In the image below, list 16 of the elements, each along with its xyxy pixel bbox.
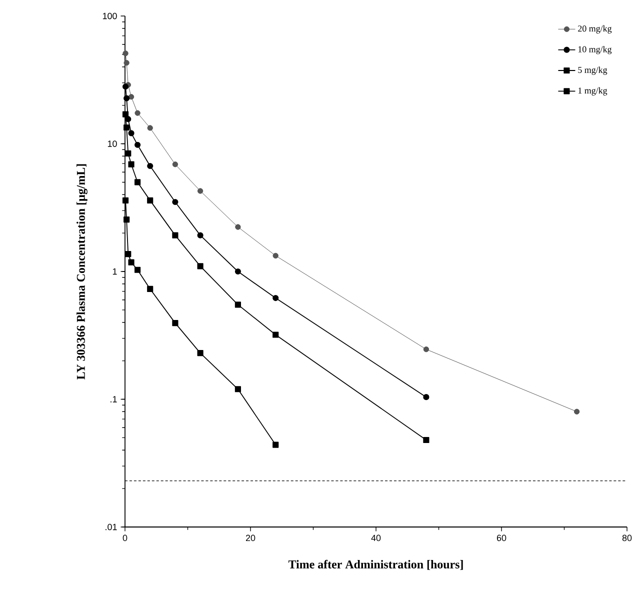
x-tick-label: 0 xyxy=(122,534,128,542)
y-tick-label: .1 xyxy=(110,396,117,402)
legend-label: 1 mg/kg xyxy=(578,87,608,96)
y-tick-label: 100 xyxy=(102,12,117,20)
x-tick-label: 60 xyxy=(496,534,506,542)
legend-label: 10 mg/kg xyxy=(578,46,612,54)
y-axis-title: LY 303366 Plasma Concentration [µg/mL] xyxy=(76,164,88,380)
x-tick-label: 20 xyxy=(246,534,256,542)
y-tick-label: 10 xyxy=(108,140,117,147)
legend-label: 20 mg/kg xyxy=(578,25,612,34)
x-axis-title: Time after Administration [hours] xyxy=(288,560,463,570)
x-tick-label: 80 xyxy=(622,534,632,542)
x-tick-label: 40 xyxy=(371,534,381,542)
legend-label: 5 mg/kg xyxy=(578,66,608,75)
y-tick-label: .01 xyxy=(106,524,117,530)
y-tick-label: 1 xyxy=(112,268,117,275)
